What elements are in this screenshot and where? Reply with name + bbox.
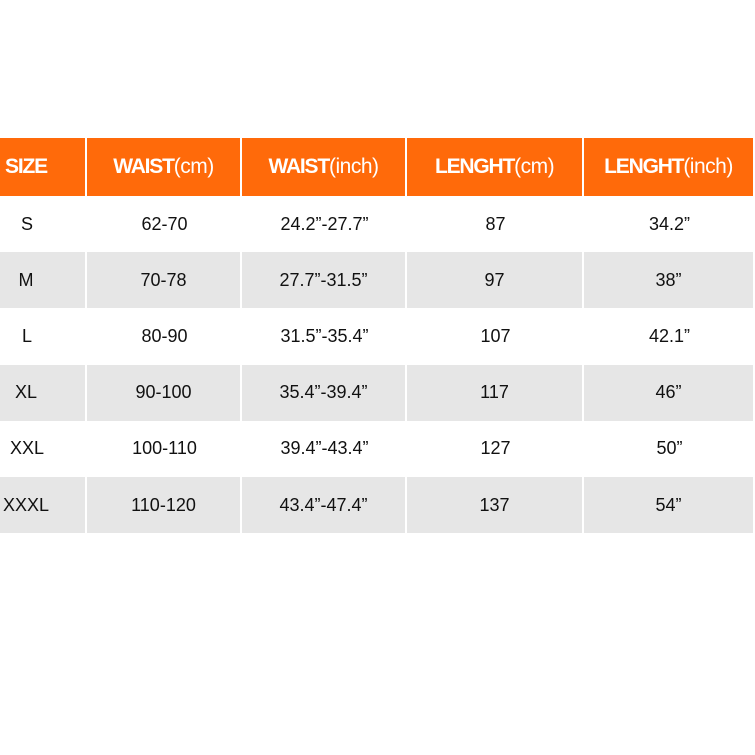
value-cell: 24.2”-27.7”	[242, 196, 407, 253]
header-cell: LENGHT (inch)	[584, 138, 755, 196]
header-unit: (cm)	[173, 155, 214, 178]
value-cell: 87	[407, 196, 584, 253]
value-cell: 50”	[584, 420, 755, 477]
header-cell: LENGHT (cm)	[407, 138, 584, 196]
header-main: SIZE	[5, 155, 48, 178]
header-unit: (cm)	[514, 155, 555, 178]
value-cell: 97	[407, 252, 584, 309]
size-cell: S	[0, 196, 87, 253]
value-cell: 137	[407, 477, 584, 534]
value-cell: 39.4”-43.4”	[242, 420, 407, 477]
header-main: WAIST	[268, 155, 330, 178]
value-cell: 46”	[584, 364, 755, 421]
value-cell: 107	[407, 308, 584, 365]
size-cell: XXXL	[0, 477, 87, 534]
value-cell: 62-70	[87, 196, 242, 253]
value-cell: 38”	[584, 252, 755, 309]
header-cell: WAIST (inch)	[242, 138, 407, 196]
value-cell: 110-120	[87, 477, 242, 534]
value-cell: 54”	[584, 477, 755, 534]
value-cell: 90-100	[87, 364, 242, 421]
value-cell: 43.4”-47.4”	[242, 477, 407, 534]
value-cell: 34.2”	[584, 196, 755, 253]
value-cell: 100-110	[87, 420, 242, 477]
size-cell: XL	[0, 364, 87, 421]
value-cell: 42.1”	[584, 308, 755, 365]
value-cell: 127	[407, 420, 584, 477]
value-cell: 27.7”-31.5”	[242, 252, 407, 309]
size-cell: M	[0, 252, 87, 309]
value-cell: 35.4”-39.4”	[242, 364, 407, 421]
header-unit: (inch)	[683, 155, 733, 178]
header-unit: (inch)	[328, 155, 379, 178]
header-cell: WAIST (cm)	[87, 138, 242, 196]
header-main: LENGHT	[604, 155, 684, 178]
value-cell: 117	[407, 364, 584, 421]
header-main: WAIST	[113, 155, 175, 178]
header-cell: SIZE	[0, 138, 87, 196]
value-cell: 31.5”-35.4”	[242, 308, 407, 365]
value-cell: 80-90	[87, 308, 242, 365]
size-cell: XXL	[0, 420, 87, 477]
header-main: LENGHT	[434, 155, 515, 178]
value-cell: 70-78	[87, 252, 242, 309]
size-cell: L	[0, 308, 87, 365]
